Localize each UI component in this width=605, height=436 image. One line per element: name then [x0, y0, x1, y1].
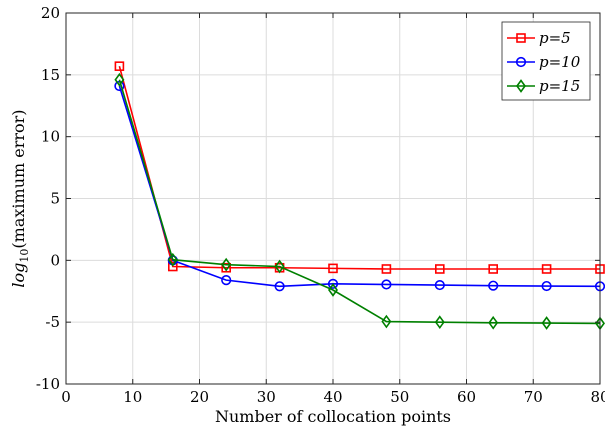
- series-layer: [114, 61, 605, 331]
- data-point-square: [168, 261, 178, 272]
- y-tick-label: 10: [41, 128, 60, 146]
- data-point-square: [488, 264, 499, 274]
- data-point-diamond: [488, 315, 499, 330]
- y-tick-label: 5: [50, 190, 60, 208]
- x-axis-title: Number of collocation points: [215, 407, 451, 426]
- data-point-circle: [434, 279, 445, 291]
- data-point-circle: [515, 56, 527, 68]
- series-line: [118, 65, 600, 270]
- x-tick-label: 50: [390, 388, 409, 406]
- y-tick-label: 0: [50, 251, 60, 269]
- x-tick-label: 20: [190, 388, 209, 406]
- legend-entry: p=10: [507, 53, 581, 71]
- y-axis-title-log: log: [9, 263, 28, 288]
- data-point-square: [541, 264, 552, 274]
- data-point-square: [516, 33, 526, 43]
- data-point-diamond: [516, 79, 526, 93]
- y-axis-title: log10(maximum error): [9, 109, 31, 287]
- x-tick-label: 40: [323, 388, 342, 406]
- x-tick-label: 0: [61, 388, 71, 406]
- data-point-circle: [488, 280, 499, 291]
- data-point-square: [328, 263, 338, 274]
- data-point-square: [221, 262, 231, 273]
- data-point-diamond: [274, 259, 285, 274]
- series-p-10: [114, 80, 605, 292]
- legend-entry: p=5: [507, 29, 571, 47]
- data-point-circle: [274, 281, 285, 292]
- x-tick-label: 80: [590, 388, 605, 406]
- data-point-circle: [327, 278, 339, 289]
- data-point-circle: [221, 275, 232, 286]
- y-tick-label: 15: [41, 66, 60, 84]
- series-line: [118, 85, 601, 288]
- x-tick-label: 30: [257, 388, 276, 406]
- y-tick-label: -10: [36, 375, 60, 393]
- legend-label: p=15: [539, 77, 580, 95]
- data-point-diamond: [167, 252, 178, 267]
- y-axis-title-rest: (maximum error): [9, 109, 28, 248]
- legend-label: p=10: [539, 53, 581, 71]
- data-point-diamond: [221, 257, 232, 272]
- series-p-15: [114, 72, 605, 331]
- legend: p=5 p=10 p=15: [501, 21, 591, 101]
- data-point-square: [434, 264, 445, 274]
- data-point-diamond: [114, 72, 125, 87]
- y-axis-title-sub: 10: [18, 249, 31, 263]
- data-point-diamond: [381, 314, 392, 329]
- x-tick-label: 70: [524, 388, 543, 406]
- series-line: [118, 79, 601, 325]
- data-point-diamond: [541, 316, 552, 330]
- ticks: 0 10 20 30 40 50 60 70 80 -10 -5 0 5 10 15 20: [36, 4, 605, 406]
- legend-entry: p=15: [507, 77, 580, 95]
- data-point-square: [114, 61, 125, 71]
- x-tick-label: 10: [123, 388, 142, 406]
- grid: [65, 12, 601, 385]
- data-point-circle: [381, 279, 392, 290]
- data-point-diamond: [434, 315, 445, 330]
- data-point-square: [381, 264, 392, 274]
- y-tick-label: 20: [41, 4, 60, 22]
- data-point-circle: [541, 280, 552, 292]
- x-tick-label: 60: [457, 388, 476, 406]
- legend-label: p=5: [539, 29, 571, 47]
- y-tick-label: -5: [45, 313, 60, 331]
- data-point-diamond: [328, 283, 338, 297]
